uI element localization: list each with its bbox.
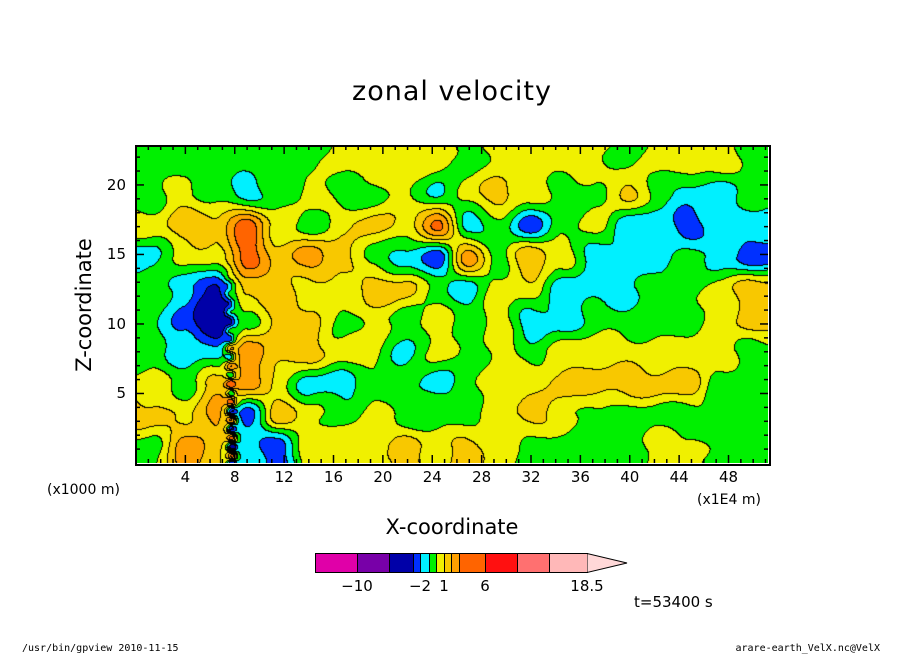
- time-label: t=53400 s: [634, 593, 713, 611]
- colorbar-segment: [389, 553, 414, 573]
- y-axis-label: Z-coordinate: [72, 238, 96, 372]
- x-tick-label: 44: [669, 468, 689, 486]
- x-tick-label: 4: [180, 468, 191, 486]
- x-tick-label: 36: [570, 468, 590, 486]
- colorbar-over-triangle: [587, 553, 628, 574]
- contour-field: [136, 146, 768, 463]
- colorbar-segment: [420, 553, 430, 573]
- y-tick-label: 15: [106, 245, 126, 264]
- y-tick-label: 10: [106, 314, 126, 333]
- x-unit-label: (x1E4 m): [697, 492, 761, 508]
- x-tick-label: 28: [472, 468, 492, 486]
- footer-variable: arare-earth_VelX.nc@VelX: [735, 643, 881, 654]
- colorbar-segment: [315, 553, 358, 573]
- colorbar-label: −10: [341, 577, 373, 595]
- footer-command: /usr/bin/gpview 2010-11-15: [22, 643, 179, 654]
- colorbar-segment: [451, 553, 460, 573]
- x-tick-label: 12: [274, 468, 294, 486]
- x-tick-label: 20: [373, 468, 393, 486]
- chart-title: zonal velocity: [352, 76, 552, 107]
- y-tick-label: 20: [106, 175, 126, 194]
- heatmap-plot-area: [136, 146, 768, 463]
- x-tick-label: 48: [718, 468, 739, 486]
- x-tick-label: 32: [521, 468, 541, 486]
- colorbar-label: 6: [480, 577, 490, 595]
- colorbar-label: 18.5: [570, 577, 604, 595]
- x-tick-label: 16: [323, 468, 344, 486]
- x-tick-label: 8: [229, 468, 240, 486]
- x-tick-label: 40: [620, 468, 640, 486]
- colorbar-segment: [549, 553, 588, 573]
- colorbar-label: −2: [408, 577, 432, 595]
- plot-frame: [135, 145, 771, 466]
- x-axis-label: X-coordinate: [385, 515, 519, 539]
- colorbar-segment: [413, 553, 421, 573]
- colorbar-segment: [517, 553, 550, 573]
- colorbar-segment: [357, 553, 390, 573]
- colorbar-segment: [436, 553, 445, 573]
- x-tick-label: 24: [422, 468, 442, 486]
- y-unit-label: (x1000 m): [47, 482, 120, 498]
- colorbar-segment: [485, 553, 518, 573]
- y-tick-label: 5: [116, 384, 126, 403]
- colorbar-segment: [444, 553, 452, 573]
- colorbar-segment: [429, 553, 437, 573]
- colorbar-segment: [459, 553, 486, 573]
- colorbar-label: 1: [439, 577, 449, 595]
